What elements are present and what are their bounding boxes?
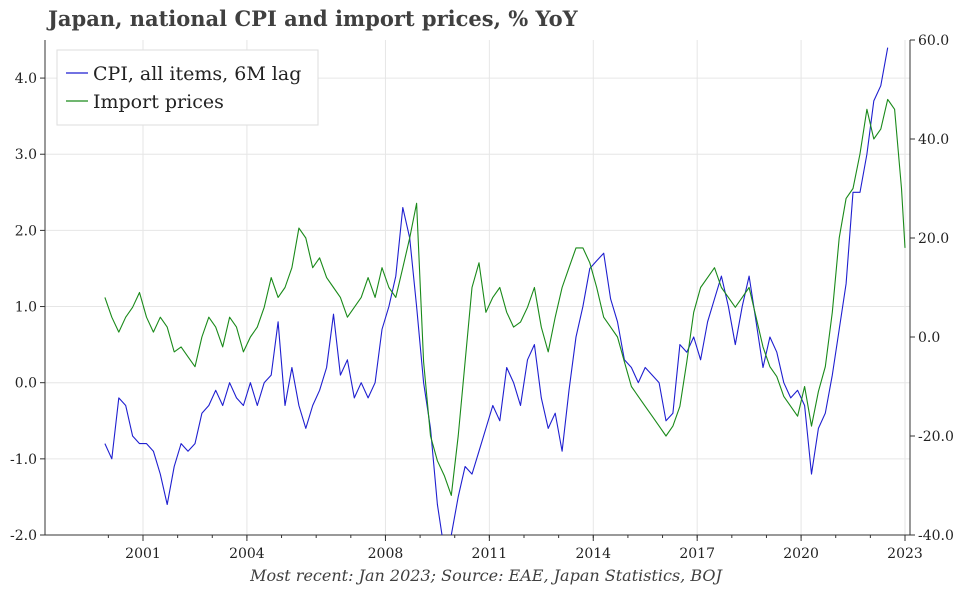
series-line-import-prices bbox=[104, 98, 906, 496]
legend-box bbox=[56, 49, 319, 126]
y-left-tick-label: 3.0 bbox=[15, 147, 37, 163]
y-right-tick-label: 60.0 bbox=[918, 33, 949, 49]
axes-layer: -2.0 -1.0 0.0 1.0 2.0 3.0 4.0 -40.0 -20.0 0.0 20.0… bbox=[10, 33, 954, 562]
y-left-tick-label: 1.0 bbox=[15, 300, 37, 316]
series-layer bbox=[104, 47, 906, 535]
y-right-tick-label: 40.0 bbox=[918, 132, 949, 148]
y-left-tick-label: 4.0 bbox=[15, 71, 37, 87]
series-line-cpi-all-items-6m-lag bbox=[104, 47, 889, 535]
y-right-tick-label: -20.0 bbox=[918, 429, 954, 445]
x-tick-label: 2023 bbox=[887, 546, 923, 562]
x-tick-label: 2014 bbox=[575, 546, 611, 562]
y-left-tick-label: -1.0 bbox=[10, 452, 37, 468]
y-left-tick-label: 2.0 bbox=[15, 223, 37, 239]
legend-label-import-prices: Import prices bbox=[93, 91, 224, 113]
legend: CPI, all items, 6M lag Import prices bbox=[56, 49, 319, 126]
x-tick-label: 2011 bbox=[472, 546, 508, 562]
chart-footer: Most recent: Jan 2023; Source: EAE, Japa… bbox=[250, 566, 722, 585]
x-tick-label: 2020 bbox=[783, 546, 819, 562]
legend-label-cpi: CPI, all items, 6M lag bbox=[93, 63, 301, 85]
y-right-tick-label: 20.0 bbox=[918, 231, 949, 247]
x-tick-label: 2004 bbox=[229, 546, 265, 562]
x-tick-label: 2017 bbox=[679, 546, 715, 562]
chart-title: Japan, national CPI and import prices, %… bbox=[48, 6, 578, 31]
x-tick-label: 2001 bbox=[125, 546, 161, 562]
x-tick-label: 2008 bbox=[368, 546, 404, 562]
y-left-tick-label: -2.0 bbox=[10, 528, 37, 544]
y-left-tick-label: 0.0 bbox=[15, 376, 37, 392]
y-right-tick-label: 0.0 bbox=[918, 330, 940, 346]
y-right-tick-label: -40.0 bbox=[918, 528, 954, 544]
